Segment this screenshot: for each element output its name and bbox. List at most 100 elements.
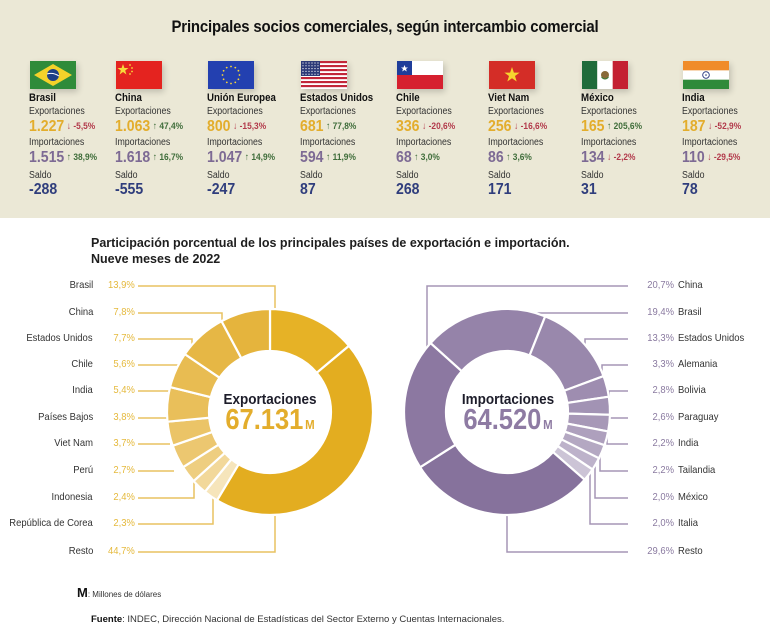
import-legend-item: 3,3% Alemania (628, 358, 768, 372)
exports-change: ↓ -20,6% (422, 121, 456, 132)
china-flag-icon (116, 61, 162, 89)
arrow-up-icon: ↑ (506, 152, 511, 163)
mexico-flag-icon (582, 61, 628, 89)
exports-value: 1.227 ↓ -5,5% (29, 118, 96, 135)
exports-value: 800 ↓ -15,3% (207, 118, 267, 135)
exports-label: Exportaciones (115, 106, 171, 117)
leader-line (601, 364, 628, 377)
exports-label: Exportaciones (207, 106, 263, 117)
leader-line (138, 338, 193, 348)
balance-value: 268 (396, 181, 420, 198)
partner-card: Estados Unidos Exportaciones 681 ↑ 77,8% Imp… (300, 60, 392, 210)
import-total-unit: M (543, 417, 553, 432)
leader-line (594, 455, 628, 499)
legend-country: China (68, 306, 93, 318)
panel-title: Principales socios comerciales, según in… (171, 17, 599, 36)
legend-percent: 2,4% (113, 491, 135, 503)
exports-change: ↓ -15,3% (233, 121, 267, 132)
import-legend-item: 13,3% Estados Unidos (628, 332, 768, 346)
legend-percent: 2,0% (652, 517, 674, 529)
partner-name: México (581, 92, 614, 104)
export-legend-item: Países Bajos 3,8% (0, 411, 135, 425)
brazil-flag-icon (30, 61, 76, 89)
legend-percent: 2,2% (652, 437, 674, 449)
legend-country: India (678, 437, 699, 449)
imports-value: 134 ↓ -2,2% (581, 149, 636, 166)
legend-country: Italia (678, 517, 698, 529)
imports-label: Importaciones (581, 137, 637, 148)
leader-line (426, 285, 628, 350)
export-leader-lines (138, 285, 276, 553)
legend-country: Estados Unidos (678, 332, 745, 344)
legend-percent: 7,8% (113, 306, 135, 318)
leader-line (584, 338, 628, 352)
imports-change: ↑ 16,7% (152, 152, 184, 163)
exports-value: 187 ↓ -52,9% (682, 118, 742, 135)
import-donut (402, 307, 612, 517)
donut-slice (215, 344, 375, 517)
exports-label: Exportaciones (581, 106, 637, 117)
vietnam-flag-icon (489, 61, 535, 89)
import-legend-item: 2,2% India (628, 437, 768, 451)
import-donut-label: Importaciones (461, 391, 555, 408)
import-legend-item: 2,2% Tailandia (628, 464, 768, 478)
arrow-down-icon: ↓ (514, 121, 519, 132)
export-legend-item: Perú 2,7% (0, 464, 135, 478)
legend-percent: 2,2% (652, 464, 674, 476)
imports-label: Importaciones (300, 137, 356, 148)
legend-country: Resto (678, 545, 703, 557)
imports-label: Importaciones (115, 137, 171, 148)
arrow-down-icon: ↓ (708, 121, 713, 132)
legend-country: Estados Unidos (26, 332, 93, 344)
imports-label: Importaciones (207, 137, 263, 148)
arrow-down-icon: ↓ (233, 121, 238, 132)
legend-percent: 5,6% (113, 358, 135, 370)
partner-card: Brasil Exportaciones 1.227 ↓ -5,5% Importaci… (29, 60, 121, 210)
legend-country: India (72, 384, 93, 396)
arrow-down-icon: ↓ (607, 152, 612, 163)
arrow-up-icon: ↑ (326, 152, 331, 163)
exports-change: ↑ 205,6% (607, 121, 643, 132)
legend-percent: 2,3% (113, 517, 135, 529)
exports-change: ↓ -5,5% (66, 121, 96, 132)
arrow-up-icon: ↑ (152, 121, 158, 132)
legend-country: Resto (68, 545, 93, 557)
partner-name: Chile (396, 92, 420, 104)
source-key: Fuente (91, 614, 123, 625)
imports-change: ↑ 14,9% (244, 152, 276, 163)
legend-percent: 13,9% (108, 279, 135, 291)
legend-percent: 7,7% (113, 332, 135, 344)
exports-value: 1.063 ↑ 47,4% (115, 118, 184, 135)
legend-country: China (678, 279, 703, 291)
leader-line (138, 480, 195, 499)
export-legend-item: República de Corea 2,3% (0, 517, 135, 531)
partner-card: México Exportaciones 165 ↑ 205,6% Importacio… (581, 60, 673, 210)
legend-country: República de Corea (9, 517, 93, 529)
balance-label: Saldo (207, 170, 230, 181)
legend-percent: 5,4% (113, 384, 135, 396)
partner-name: China (115, 92, 142, 104)
balance-label: Saldo (581, 170, 604, 181)
leader-line (138, 488, 214, 525)
partner-name: Viet Nam (488, 92, 530, 104)
legend-percent: 3,3% (652, 358, 674, 370)
imports-change: ↓ -2,2% (607, 152, 636, 163)
unit-note: M: Millones de dólares (77, 585, 161, 600)
donut-slice (220, 307, 272, 360)
legend-country: Perú (73, 464, 93, 476)
partner-name: India (682, 92, 705, 104)
export-legend-item: Brasil 13,9% (0, 279, 135, 293)
legend-country: Paraguay (678, 411, 719, 423)
exports-label: Exportaciones (300, 106, 356, 117)
legend-percent: 3,7% (113, 437, 135, 449)
arrow-down-icon: ↓ (422, 121, 427, 132)
imports-label: Importaciones (29, 137, 85, 148)
balance-value: 31 (581, 181, 597, 198)
partner-name: Estados Unidos (300, 92, 374, 104)
donut-slice (418, 443, 587, 517)
source-note: Fuente: INDEC, Dirección Nacional de Est… (91, 614, 504, 625)
exports-label: Exportaciones (396, 106, 452, 117)
import-legend-item: 2,0% México (628, 491, 768, 505)
export-legend-item: Estados Unidos 7,7% (0, 332, 135, 346)
